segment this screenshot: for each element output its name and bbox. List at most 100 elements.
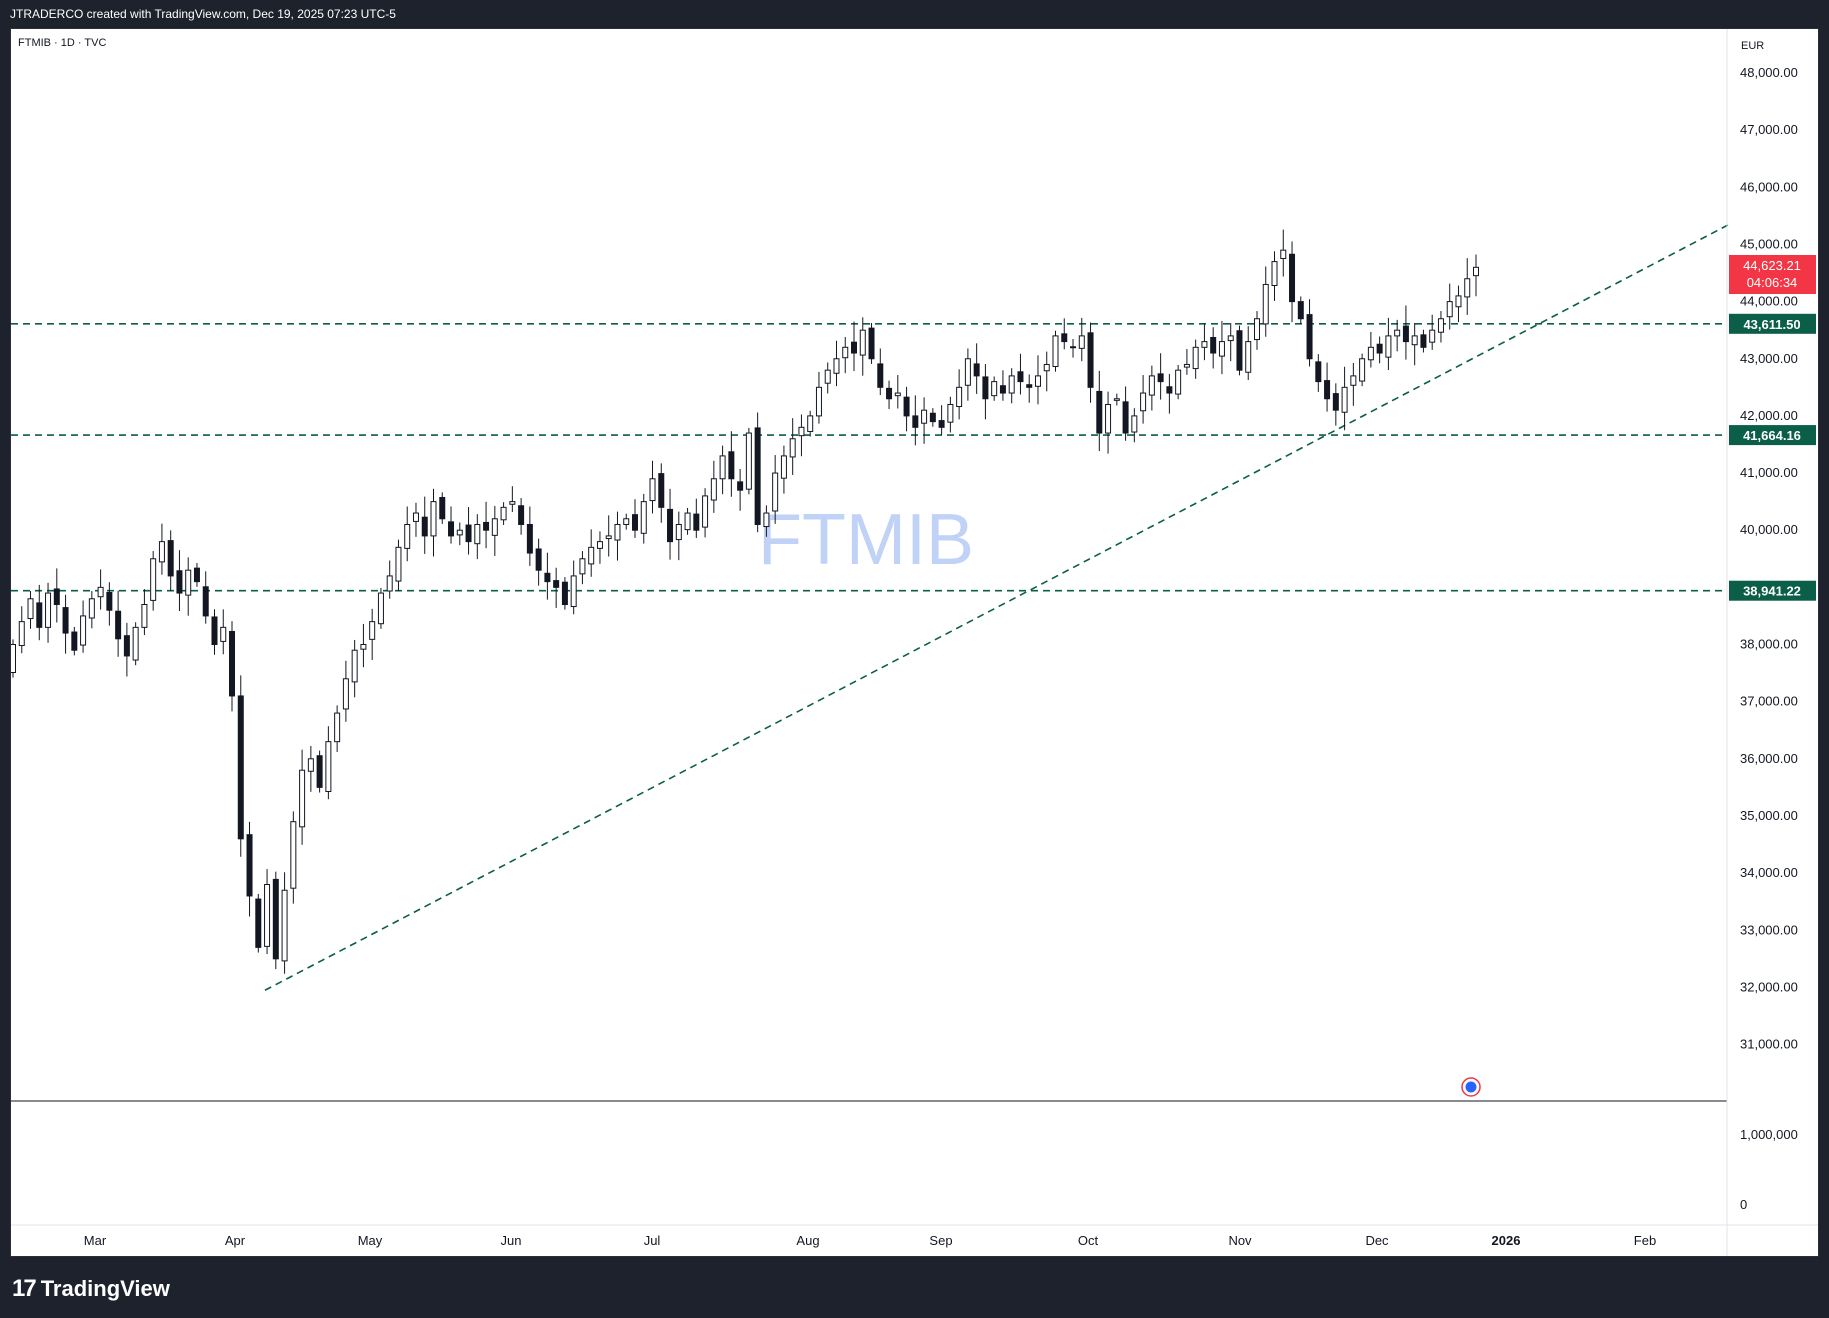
- time-axis[interactable]: Mar Apr May Jun Jul Aug Sep Oct Nov Dec 2026 Feb: [84, 1233, 1656, 1248]
- candle: [710, 460, 717, 513]
- candle: [229, 621, 236, 712]
- price-axis[interactable]: 48,000.00 47,000.00 46,000.00 45,000.00 44,0…: [1740, 65, 1798, 1052]
- candle: [973, 343, 980, 394]
- time-label: 2026: [1492, 1233, 1521, 1248]
- candle: [798, 414, 805, 457]
- candle: [1183, 349, 1190, 375]
- candle: [264, 869, 271, 955]
- candle: [982, 364, 989, 420]
- candle: [1175, 365, 1182, 400]
- candle: [11, 639, 16, 678]
- event-marker[interactable]: [1461, 1077, 1481, 1097]
- candle: [1297, 296, 1304, 324]
- candle: [439, 492, 446, 524]
- candle: [491, 505, 498, 556]
- candle: [36, 584, 43, 641]
- candle: [97, 569, 104, 610]
- candle: [640, 493, 647, 544]
- currency-label[interactable]: EUR: [1741, 40, 1764, 52]
- time-label: May: [358, 1233, 383, 1248]
- candle: [448, 506, 455, 544]
- candle: [1245, 326, 1252, 380]
- candle: [1253, 311, 1260, 350]
- candle: [1289, 241, 1296, 323]
- candle: [1324, 362, 1331, 412]
- trendline[interactable]: [264, 223, 1730, 991]
- candle: [334, 705, 341, 752]
- candle: [859, 317, 866, 376]
- candle: [1376, 336, 1383, 364]
- candle: [1227, 323, 1234, 362]
- symbol-legend[interactable]: FTMIB · 1D · TVC: [18, 37, 106, 49]
- chart-canvas[interactable]: FTMIB · 1D · TVC FTMIB EUR 48,000.00 47,0…: [11, 29, 1818, 1256]
- candle: [728, 431, 735, 497]
- candle: [1218, 321, 1225, 375]
- candle: [1473, 254, 1479, 297]
- candle: [1105, 391, 1112, 454]
- price-tick: 31,000.00: [1740, 1037, 1798, 1052]
- tradingview-mark-icon: 17: [12, 1275, 37, 1302]
- candle: [141, 589, 148, 636]
- candle: [342, 660, 349, 722]
- time-label: Mar: [84, 1233, 107, 1248]
- candle: [395, 539, 402, 592]
- candle-countdown: 04:06:34: [1747, 275, 1798, 290]
- candle: [1271, 251, 1278, 301]
- candle: [202, 571, 209, 624]
- current-price-label: 44,623.21 04:06:34: [1729, 255, 1816, 294]
- candle: [903, 386, 910, 432]
- candle: [1043, 351, 1050, 392]
- candle: [1464, 258, 1471, 315]
- tradingview-logo[interactable]: 17 TradingView: [12, 1275, 170, 1303]
- candle: [404, 506, 411, 562]
- time-label: Dec: [1365, 1233, 1389, 1248]
- author-header: JTRADERCO created with TradingView.com, …: [10, 7, 396, 21]
- candle: [605, 515, 612, 557]
- candle: [596, 531, 603, 564]
- candle: [281, 872, 288, 974]
- time-label: Apr: [225, 1233, 246, 1248]
- candle: [1315, 354, 1322, 392]
- candle: [886, 380, 893, 410]
- candle: [754, 412, 761, 533]
- candle: [737, 468, 744, 511]
- candle: [272, 871, 279, 970]
- candle: [1113, 393, 1120, 406]
- candle: [868, 322, 875, 364]
- globe-icon: [1465, 1081, 1477, 1093]
- candle: [377, 587, 384, 629]
- level-price: 43,611.50: [1743, 317, 1800, 332]
- candle: [386, 560, 393, 599]
- candle: [1087, 322, 1094, 403]
- candle: [1017, 353, 1024, 395]
- candle: [360, 623, 367, 668]
- candle: [553, 567, 560, 608]
- candle: [999, 370, 1006, 401]
- candle: [220, 609, 227, 655]
- candle: [237, 675, 244, 857]
- level-price: 41,664.16: [1743, 428, 1801, 443]
- volume-axis[interactable]: 1,000,000 0: [1740, 1127, 1798, 1212]
- price-tick: 34,000.00: [1740, 865, 1798, 880]
- candle: [702, 488, 709, 538]
- level-price: 38,941.22: [1743, 584, 1801, 599]
- candle: [693, 498, 700, 538]
- level-price-labels: 43,611.50 41,664.16 38,941.22: [1729, 313, 1816, 601]
- candle: [290, 811, 297, 904]
- candle: [763, 505, 770, 537]
- candle: [851, 321, 858, 372]
- candle: [483, 501, 490, 549]
- chart-frame[interactable]: FTMIB · 1D · TVC FTMIB EUR 48,000.00 47,0…: [10, 28, 1819, 1257]
- candle: [62, 594, 69, 654]
- candle: [842, 337, 849, 374]
- level-tag: [1729, 580, 1816, 601]
- candle: [1411, 323, 1418, 366]
- candle: [351, 639, 358, 698]
- candle: [1157, 353, 1164, 400]
- candle: [1026, 374, 1033, 403]
- price-tick: 47,000.00: [1740, 122, 1798, 137]
- candle: [894, 375, 901, 409]
- candle: [649, 460, 656, 514]
- candle: [1148, 365, 1155, 411]
- price-tick: 38,000.00: [1740, 637, 1798, 652]
